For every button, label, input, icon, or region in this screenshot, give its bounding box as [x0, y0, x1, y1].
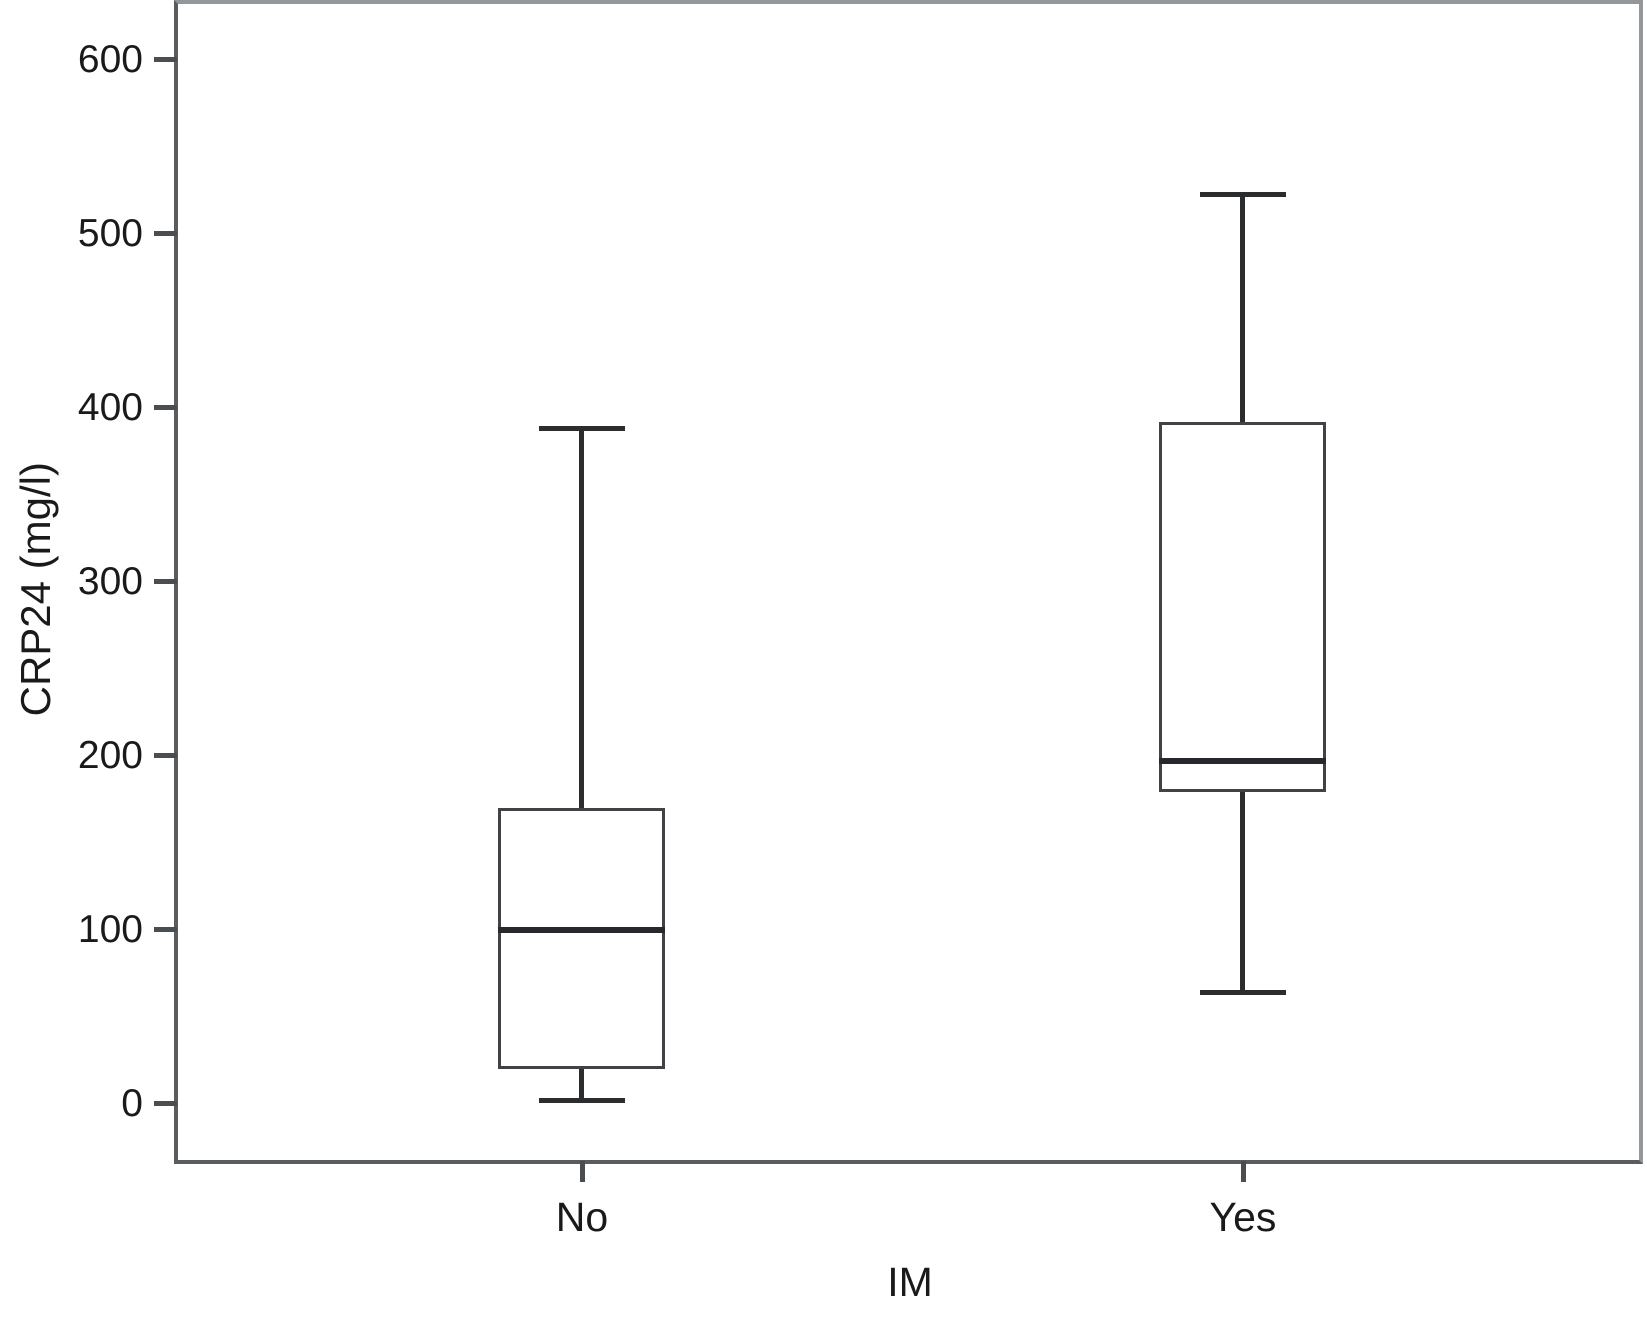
median-line-yes — [1159, 758, 1326, 764]
y-tick-label: 100 — [77, 908, 143, 951]
box-no — [498, 808, 665, 1069]
x-category-label-no: No — [555, 1194, 609, 1240]
y-tick-label: 200 — [77, 734, 143, 777]
whisker-lower-cap-yes — [1200, 990, 1286, 995]
y-axis-title: CRP24 (mg/l) — [12, 462, 59, 717]
y-tick-label: 300 — [77, 560, 143, 603]
y-tick-mark — [154, 753, 177, 758]
y-tick-mark — [154, 927, 177, 932]
whisker-lower-cap-no — [539, 1098, 625, 1103]
y-tick-mark — [154, 57, 177, 62]
x-tick-mark — [1241, 1161, 1246, 1182]
y-tick-label: 0 — [121, 1082, 143, 1125]
y-tick-mark — [154, 231, 177, 236]
y-tick-label: 600 — [77, 38, 143, 81]
y-tick-mark — [154, 405, 177, 410]
whisker-upper-cap-no — [539, 426, 625, 431]
y-tick-mark — [154, 579, 177, 584]
x-category-label-yes: Yes — [1209, 1194, 1277, 1240]
whisker-upper-cap-yes — [1200, 192, 1286, 197]
whisker-upper-stem-no — [579, 429, 584, 808]
whisker-lower-stem-yes — [1240, 792, 1245, 992]
median-line-no — [498, 927, 665, 933]
x-axis-title: IM — [887, 1259, 933, 1305]
x-tick-mark — [580, 1161, 585, 1182]
box-yes — [1159, 422, 1326, 792]
y-tick-mark — [154, 1101, 177, 1106]
y-tick-label: 400 — [77, 386, 143, 429]
whisker-upper-stem-yes — [1240, 194, 1245, 422]
plot-area — [174, 0, 1643, 1164]
whisker-lower-stem-no — [579, 1069, 584, 1100]
y-tick-label: 500 — [77, 212, 143, 255]
